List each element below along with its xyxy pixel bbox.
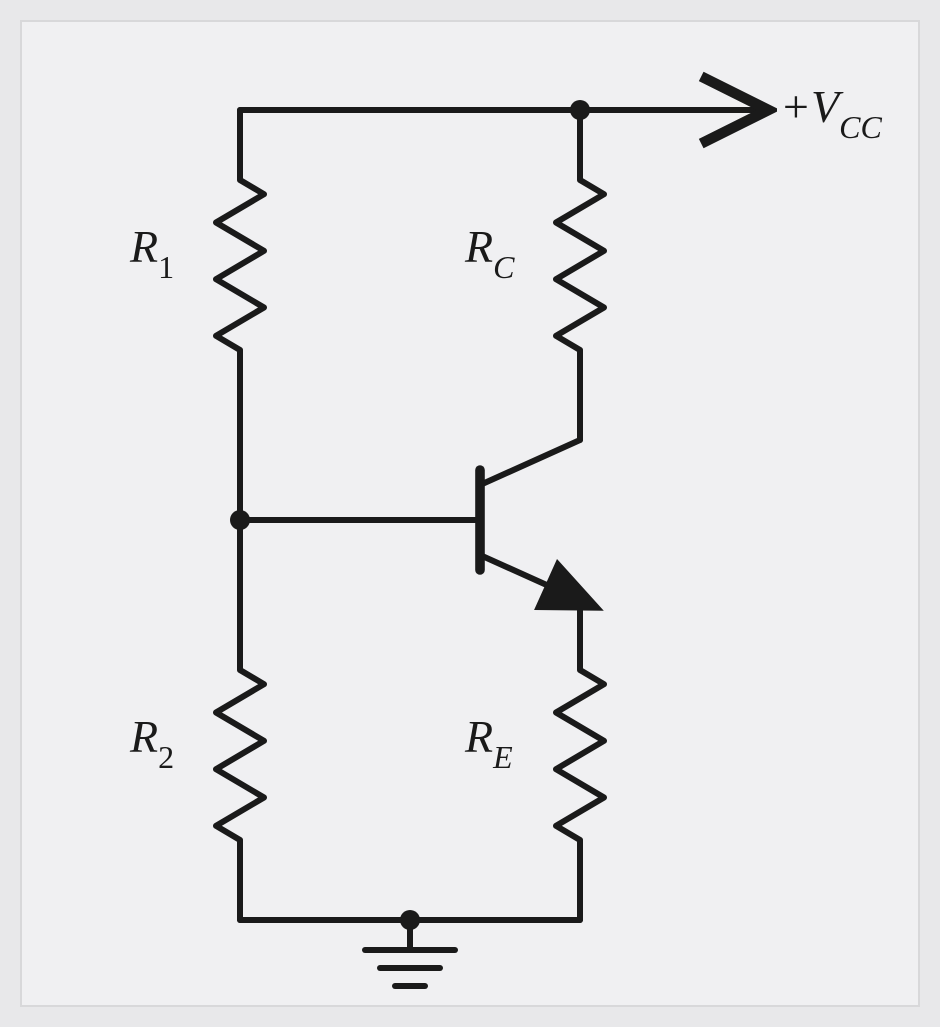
r1-var: R xyxy=(130,221,158,272)
vcc-var: V xyxy=(811,81,839,132)
label-re: RE xyxy=(465,710,513,770)
label-vcc: +VCC xyxy=(780,80,882,140)
r1-sub: 1 xyxy=(158,249,174,285)
vcc-sub: CC xyxy=(839,109,882,145)
label-r1: R1 xyxy=(130,220,174,280)
r2-var: R xyxy=(130,711,158,762)
rc-sub: C xyxy=(493,249,514,285)
r2-sub: 2 xyxy=(158,739,174,775)
label-rc: RC xyxy=(465,220,514,280)
circuit-schematic xyxy=(20,20,920,1007)
rc-var: R xyxy=(465,221,493,272)
diagram-frame: +VCC R1 R2 RC RE xyxy=(20,20,920,1007)
re-var: R xyxy=(465,711,493,762)
re-sub: E xyxy=(493,739,513,775)
vcc-prefix: + xyxy=(780,81,811,132)
label-r2: R2 xyxy=(130,710,174,770)
